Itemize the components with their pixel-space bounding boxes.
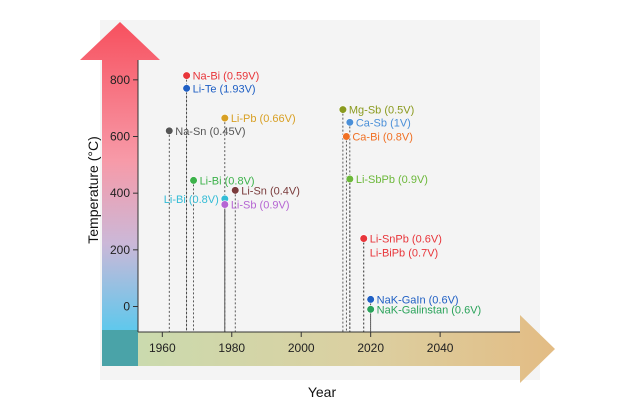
data-point bbox=[345, 118, 354, 127]
y-tick-label: 400 bbox=[110, 186, 130, 200]
x-tick-label: 2020 bbox=[357, 341, 384, 355]
data-point bbox=[165, 126, 174, 135]
data-point bbox=[220, 113, 229, 123]
x-tick-label: 2000 bbox=[288, 341, 315, 355]
x-tick-label: 1980 bbox=[218, 341, 245, 355]
x-ticks: 1960 1980 2000 2020 2040 bbox=[149, 332, 454, 355]
y-tick-label: 0 bbox=[123, 300, 130, 314]
point-label: NaK-GaIn (0.6V) bbox=[377, 294, 459, 306]
point-label: Na-Sn (0.45V) bbox=[175, 126, 245, 138]
point-label: Ca-Sb (1V) bbox=[356, 117, 411, 129]
point-label: Li-Bi (0.8V) bbox=[164, 194, 219, 206]
drop-lines bbox=[168, 75, 372, 332]
data-points: Na-Bi (0.59V)Li-Te (1.93V)Na-Sn (0.45V)L… bbox=[164, 71, 481, 317]
plot-background bbox=[100, 20, 540, 380]
y-tick-label: 200 bbox=[110, 243, 130, 257]
data-point bbox=[182, 84, 191, 93]
data-point bbox=[189, 176, 198, 185]
point-label: Li-Pb (0.66V) bbox=[231, 113, 296, 125]
x-axis-title: Year bbox=[308, 384, 337, 400]
point-label: Li-BiPb (0.7V) bbox=[370, 248, 438, 260]
y-tick-label: 800 bbox=[110, 73, 130, 87]
data-point bbox=[366, 305, 375, 314]
axis-corner bbox=[102, 330, 138, 366]
point-label: Li-Te (1.93V) bbox=[193, 83, 256, 95]
x-tick-label: 2040 bbox=[427, 341, 454, 355]
data-point bbox=[220, 200, 229, 209]
data-point bbox=[338, 105, 347, 114]
point-label: Li-SbPb (0.9V) bbox=[356, 174, 428, 186]
y-ticks: 0 200 400 600 800 bbox=[110, 73, 138, 314]
x-tick-label: 1960 bbox=[149, 341, 176, 355]
point-label: NaK-Galinstan (0.6V) bbox=[377, 304, 482, 316]
point-label: Li-Sb (0.9V) bbox=[231, 200, 290, 212]
point-label: Li-SnPb (0.6V) bbox=[370, 234, 442, 246]
y-axis-title: Temperature (°C) bbox=[85, 136, 101, 244]
data-point bbox=[366, 295, 375, 304]
data-point bbox=[342, 132, 351, 141]
data-point bbox=[182, 71, 191, 80]
data-point bbox=[345, 174, 354, 184]
temperature-arrow bbox=[80, 22, 160, 330]
data-point bbox=[231, 186, 240, 195]
y-tick-label: 600 bbox=[110, 130, 130, 144]
point-label: Na-Bi (0.59V) bbox=[193, 71, 260, 83]
point-label: Mg-Sb (0.5V) bbox=[349, 105, 414, 117]
data-point bbox=[359, 234, 368, 243]
point-label: Li-Bi (0.8V) bbox=[200, 175, 255, 187]
point-label: Li-Sn (0.4V) bbox=[241, 185, 300, 197]
point-label: Ca-Bi (0.8V) bbox=[352, 132, 413, 144]
